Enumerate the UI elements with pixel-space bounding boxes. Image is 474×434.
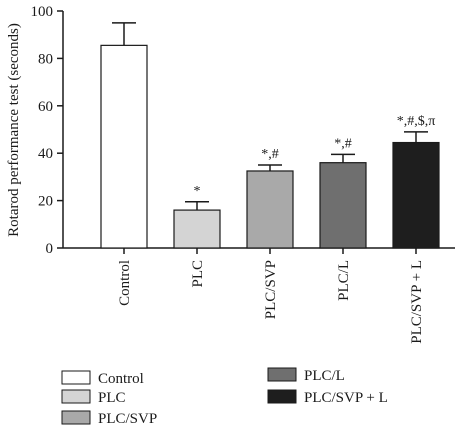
y-axis-title: Rotarod performance test (seconds) [6,23,22,237]
legend-swatch [61,370,91,385]
x-tick-label: PLC/L [336,260,352,301]
bar-plc-svp [246,170,294,249]
legend: Control PLC PLC/SVP PLC/L PLC/SVP + L [61,367,388,427]
error-bars [112,22,428,211]
x-tick-labels: Control PLC PLC/SVP PLC/L PLC/SVP + L [117,260,425,344]
bar-plc [173,209,221,249]
bar-plc-svp-l [392,141,440,249]
y-axis-title-group: Rotarod performance test (seconds) [6,23,22,237]
significance-label: * [194,184,201,199]
legend-label: PLC/SVP [98,411,157,427]
y-tick-label: 20 [38,194,53,210]
legend-swatch [61,389,91,404]
x-tick-label: Control [117,260,133,306]
legend-swatch [267,367,297,382]
bars [100,44,440,249]
x-axis [63,247,455,254]
y-axis: 0 20 40 60 80 100 [31,4,64,257]
x-tick-label: PLC/SVP + L [409,260,425,344]
bar-plc-l [319,162,367,249]
legend-swatch [61,410,91,425]
y-tick-label: 80 [38,51,53,67]
y-tick-label: 100 [31,4,54,20]
y-tick-label: 0 [46,241,54,257]
x-tick-label: PLC/SVP [263,260,279,319]
legend-swatch [267,389,297,404]
significance-label: *,# [334,136,352,151]
bar-control [100,44,148,249]
legend-label: PLC [98,390,126,406]
x-tick-label: PLC [190,260,206,288]
y-tick-label: 60 [38,99,53,115]
legend-label: PLC/L [304,368,345,384]
significance-label: *,# [261,147,279,162]
legend-label: PLC/SVP + L [304,390,388,406]
significance-label: *,#,$,π [397,114,436,129]
significance-annotations: * *,# *,# *,#,$,π [194,114,436,199]
legend-label: Control [98,371,144,387]
y-tick-label: 40 [38,146,53,162]
